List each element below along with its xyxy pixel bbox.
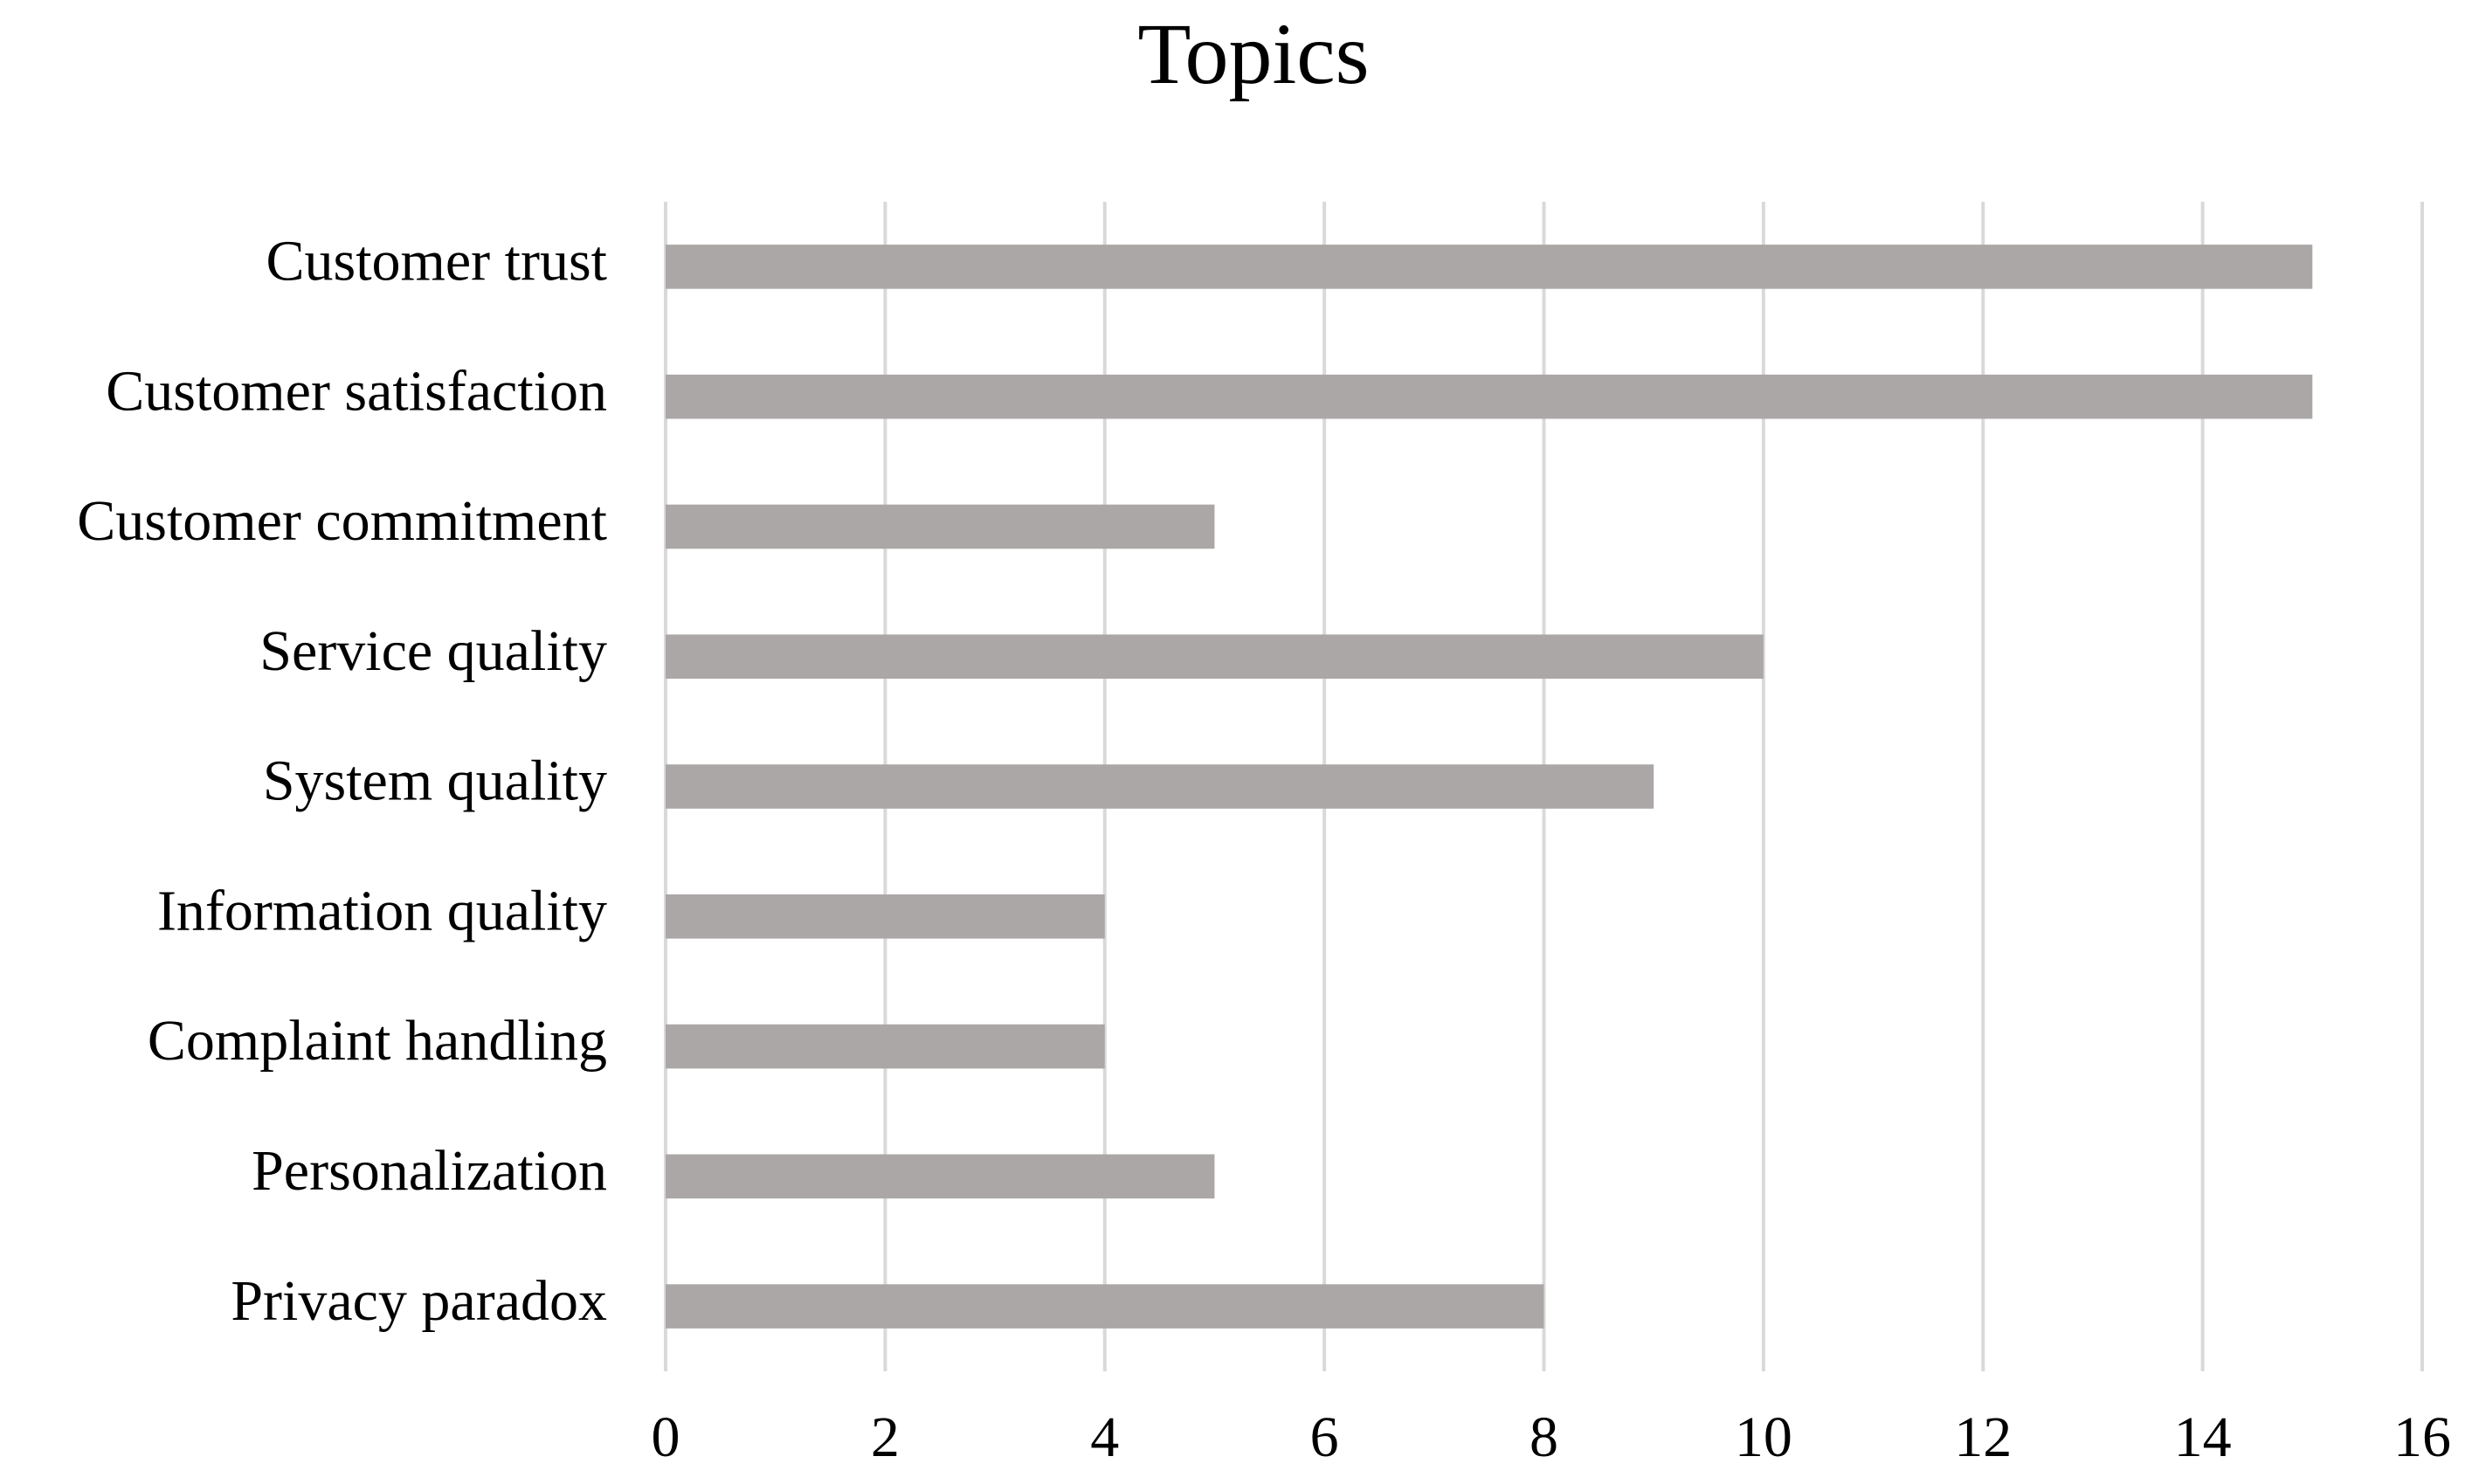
x-tick-label: 14	[2174, 1405, 2232, 1469]
y-tick-label: Personalization	[252, 1139, 607, 1203]
bar	[666, 374, 2313, 419]
y-tick-label: Customer satisfaction	[106, 359, 607, 423]
y-tick-label: Privacy paradox	[231, 1269, 607, 1333]
x-tick-label: 12	[1954, 1405, 2012, 1469]
y-tick-label: Complaint handling	[148, 1009, 607, 1073]
x-tick-label: 10	[1735, 1405, 1792, 1469]
chart-title: Topics	[1137, 5, 1369, 102]
x-tick-label: 6	[1310, 1405, 1339, 1469]
bar	[666, 764, 1654, 809]
y-tick-label: Customer trust	[266, 230, 608, 293]
x-tick-label: 2	[871, 1405, 900, 1469]
bar	[666, 245, 2313, 289]
bar	[666, 504, 1215, 549]
bar	[666, 634, 1764, 680]
bar	[666, 1154, 1215, 1199]
x-tick-label: 0	[652, 1405, 680, 1469]
y-tick-label: System quality	[263, 749, 607, 813]
x-tick-label: 16	[2393, 1405, 2451, 1469]
y-tick-label: Customer commitment	[77, 489, 607, 553]
bar	[666, 1284, 1544, 1329]
y-tick-label: Information quality	[157, 879, 607, 942]
bar	[666, 1024, 1105, 1069]
x-tick-label: 4	[1090, 1405, 1119, 1469]
y-tick-label: Service quality	[259, 619, 607, 683]
x-tick-label: 8	[1529, 1405, 1558, 1469]
bar	[666, 894, 1105, 939]
